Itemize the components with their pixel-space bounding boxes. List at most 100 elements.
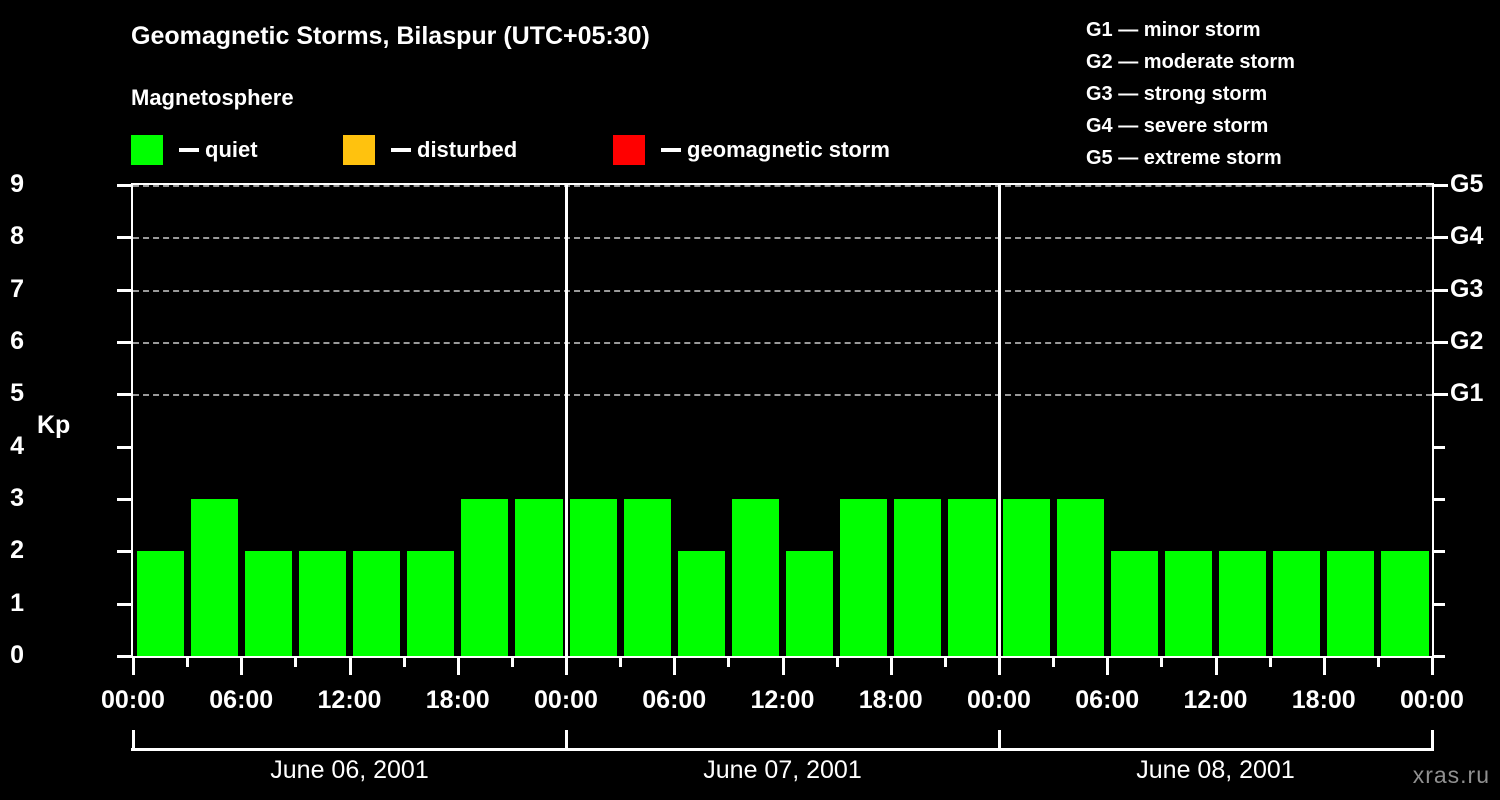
gridline — [133, 237, 1432, 240]
kp-bar — [244, 551, 292, 656]
legend-label: quiet — [205, 137, 258, 162]
x-axis-tick-label: 18:00 — [1291, 686, 1356, 714]
kp-bar — [1164, 551, 1212, 656]
kp-bar — [515, 499, 563, 656]
legend-entry: disturbed — [343, 134, 517, 166]
kp-bar — [731, 499, 779, 656]
gridline — [133, 394, 1432, 397]
y-axis-tick — [117, 550, 131, 554]
y-axis-tick-label: 7 — [10, 274, 24, 303]
storm-swatch — [613, 135, 645, 165]
y-axis-tick-label: 5 — [10, 379, 24, 408]
g-scale-legend: G1 — minor storm G2 — moderate storm G3 — … — [1068, 14, 1488, 174]
kp-bar — [461, 499, 509, 656]
x-axis-tick-label: 12:00 — [750, 686, 815, 714]
y-axis-tick — [117, 655, 131, 658]
magnetosphere-heading: Magnetosphere — [131, 85, 294, 110]
x-axis-tick-major — [1431, 658, 1434, 675]
x-axis-tick-major — [781, 658, 785, 675]
y-axis-tick — [117, 393, 131, 397]
g-axis-tick-label: G3 — [1450, 274, 1484, 303]
x-axis-tick-minor — [835, 658, 839, 667]
x-axis-tick-minor — [186, 658, 190, 667]
x-axis-tick-major — [998, 658, 1001, 675]
kp-bar — [677, 551, 725, 656]
kp-bar — [1273, 551, 1321, 656]
g-axis-tick — [1434, 550, 1445, 554]
g-axis-tick-label: G4 — [1450, 222, 1484, 251]
g-axis-tick — [1434, 288, 1448, 292]
legend-dash-icon — [179, 148, 199, 152]
kp-bar — [948, 499, 996, 656]
x-axis-tick-label: 00:00 — [967, 686, 1031, 714]
g-scale-legend-row: G1 — minor storm — [1086, 19, 1261, 41]
y-axis-tick — [117, 236, 131, 240]
legend-label: disturbed — [417, 137, 518, 162]
date-label: June 07, 2001 — [703, 756, 862, 784]
x-axis-tick-label: 06:00 — [209, 686, 274, 714]
x-axis-tick-label: 12:00 — [1183, 686, 1248, 714]
g-scale-legend-row: G4 — severe storm — [1086, 115, 1269, 137]
x-axis-tick-minor — [1160, 658, 1164, 667]
g-axis-tick — [1434, 393, 1448, 397]
kp-bar — [569, 499, 617, 656]
y-axis-tick — [117, 288, 131, 292]
legend-label: geomagnetic storm — [687, 137, 890, 162]
page-title: Geomagnetic Storms, Bilaspur (UTC+05:30) — [131, 22, 650, 50]
x-axis-tick-minor — [510, 658, 514, 667]
x-axis-tick-minor — [1268, 658, 1272, 667]
kp-bar — [1002, 499, 1050, 656]
g-axis-tick — [1434, 236, 1448, 240]
x-axis-tick-major — [673, 658, 677, 675]
kp-bar — [298, 551, 346, 656]
x-axis-tick-minor — [294, 658, 298, 667]
x-axis-tick-label: 06:00 — [642, 686, 707, 714]
legend-dash-icon — [661, 148, 681, 152]
date-label: June 06, 2001 — [270, 756, 429, 784]
legend-entry: quiet — [131, 134, 258, 166]
date-bracket-tick — [998, 730, 1001, 751]
g-axis-tick-label: G1 — [1450, 379, 1484, 408]
kp-bar — [407, 551, 455, 656]
y-axis-title: Kp — [37, 411, 71, 439]
g-axis-tick-label: G2 — [1450, 327, 1484, 355]
x-axis-tick-label: 00:00 — [1400, 686, 1464, 714]
kp-bar — [190, 499, 238, 656]
watermark: xras.ru — [1412, 762, 1490, 788]
kp-bar — [623, 499, 671, 656]
x-axis-tick-major — [889, 658, 893, 675]
x-axis-tick-major — [348, 658, 352, 675]
kp-bar — [894, 499, 942, 656]
x-axis-tick-major — [132, 658, 135, 675]
g-axis-tick — [1434, 498, 1445, 501]
kp-bar — [1381, 551, 1429, 656]
x-axis-tick-label: 18:00 — [425, 686, 490, 714]
x-axis-tick-label: 00:00 — [101, 686, 165, 714]
chart-plot-area — [131, 183, 1434, 658]
g-axis-tick — [1434, 655, 1445, 658]
day-separator — [998, 185, 1001, 656]
y-axis-tick-label: 6 — [10, 327, 24, 355]
y-axis-tick — [117, 602, 131, 606]
y-axis-tick-label: 8 — [10, 222, 24, 251]
date-bracket-tick — [132, 730, 135, 751]
y-axis-tick-label: 4 — [10, 431, 24, 460]
kp-bar — [840, 499, 888, 656]
g-axis-tick — [1434, 184, 1448, 187]
y-axis-tick-label: 9 — [10, 170, 24, 198]
quiet-swatch — [131, 135, 163, 165]
g-scale-legend-row: G5 — extreme storm — [1086, 147, 1282, 169]
x-axis-tick-minor — [1052, 658, 1056, 667]
x-axis-tick-minor — [402, 658, 406, 667]
gridline — [133, 185, 1432, 187]
legend-entry: geomagnetic storm — [613, 134, 890, 166]
kp-bar — [1219, 551, 1267, 656]
kp-bar — [136, 551, 184, 656]
x-axis-tick-label: 00:00 — [534, 686, 598, 714]
g-axis-tick-label: G5 — [1450, 170, 1484, 198]
kp-bar — [353, 551, 401, 656]
kp-bar — [1110, 551, 1158, 656]
x-axis-tick-major — [1214, 658, 1218, 675]
legend-dash-icon — [391, 148, 411, 152]
y-axis-tick — [117, 498, 131, 501]
